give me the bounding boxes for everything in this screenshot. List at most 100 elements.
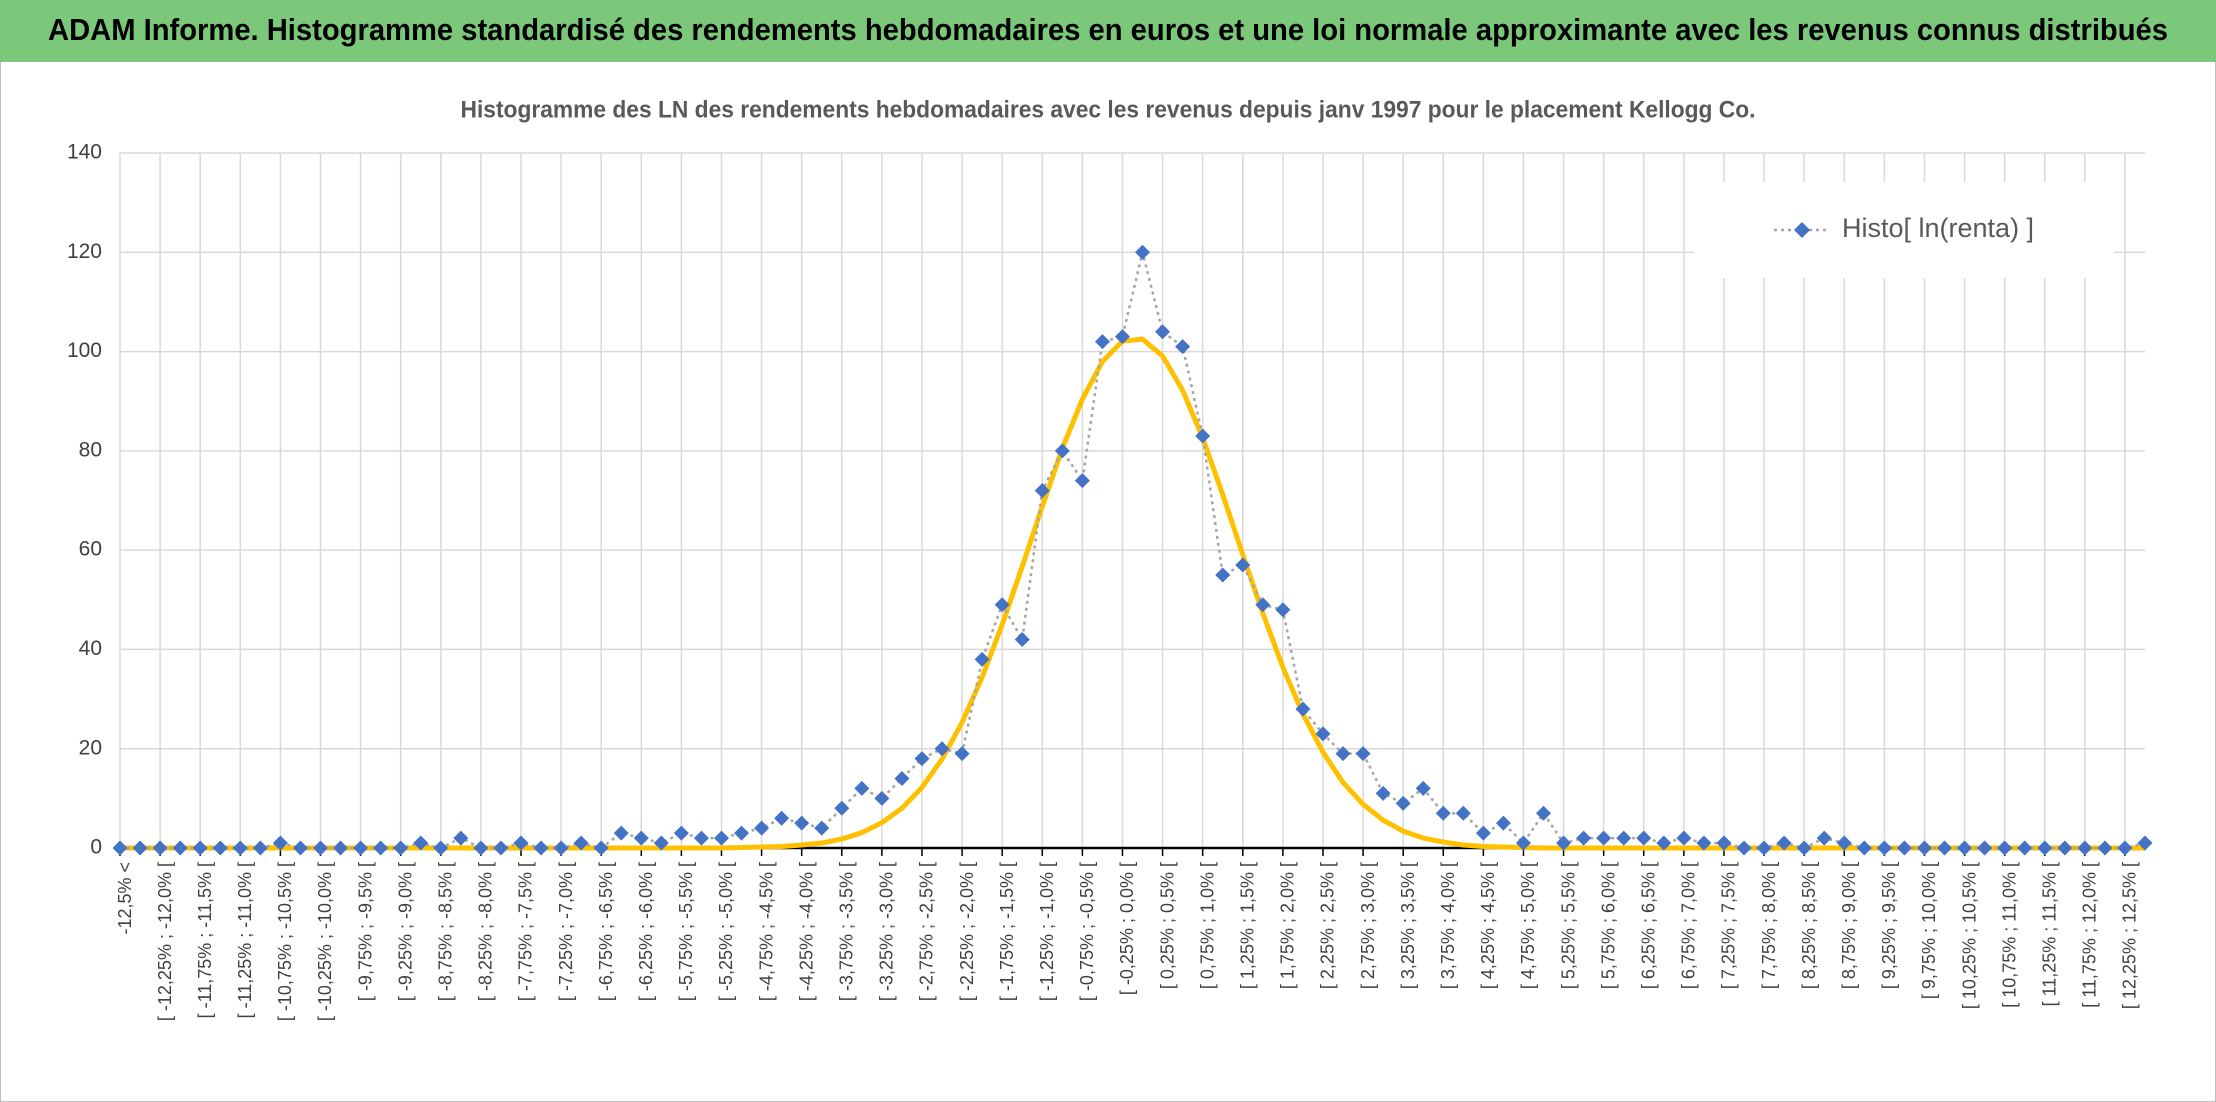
marker xyxy=(633,830,649,846)
x-tick-label: [ 9,75% ; 10,0% [ xyxy=(1919,862,1939,999)
marker xyxy=(874,790,890,806)
marker xyxy=(373,840,389,856)
marker xyxy=(1957,840,1973,856)
marker xyxy=(1255,597,1271,613)
x-tick-label: [ 9,25% ; 9,5% [ xyxy=(1879,862,1899,989)
marker xyxy=(1616,830,1632,846)
marker xyxy=(1094,334,1110,350)
marker xyxy=(994,597,1010,613)
x-tick-label: [ 4,75% ; 5,0% [ xyxy=(1518,862,1538,989)
x-tick-label: [ -3,75% ; -3,5% [ xyxy=(837,862,857,1001)
marker xyxy=(1836,835,1852,851)
x-tick-label: [ 3,25% ; 3,5% [ xyxy=(1398,862,1418,989)
x-tick-label: [ -7,25% ; -7,0% [ xyxy=(556,862,576,1001)
marker xyxy=(1435,805,1451,821)
marker xyxy=(1696,835,1712,851)
marker xyxy=(1034,483,1050,499)
x-tick-label: [ 11,25% ; 11,5% [ xyxy=(2040,862,2060,1006)
marker xyxy=(2077,840,2093,856)
marker xyxy=(473,840,489,856)
x-tick-label: [ 5,75% ; 6,0% [ xyxy=(1598,862,1618,989)
x-tick-label: [ -1,75% ; -1,5% [ xyxy=(997,862,1017,1001)
x-tick-label: [ 1,25% ; 1,5% [ xyxy=(1238,862,1258,989)
marker xyxy=(1656,835,1672,851)
marker xyxy=(2057,840,2073,856)
x-tick-label: [ 6,75% ; 7,0% [ xyxy=(1679,862,1699,989)
marker xyxy=(954,746,970,762)
marker xyxy=(1375,785,1391,801)
marker xyxy=(1556,835,1572,851)
x-tick-label: [ 2,25% ; 2,5% [ xyxy=(1318,862,1338,989)
marker xyxy=(232,840,248,856)
marker xyxy=(453,830,469,846)
marker xyxy=(854,780,870,796)
marker xyxy=(754,820,770,836)
marker xyxy=(1536,805,1552,821)
marker xyxy=(312,840,328,856)
y-tick-label: 100 xyxy=(67,339,102,362)
marker xyxy=(1776,835,1792,851)
marker xyxy=(2017,840,2033,856)
legend-marker xyxy=(1794,222,1810,238)
marker xyxy=(1676,830,1692,846)
marker xyxy=(1395,795,1411,811)
marker xyxy=(353,840,369,856)
x-tick-label: [ 7,75% ; 8,0% [ xyxy=(1759,862,1779,989)
marker xyxy=(1235,557,1251,573)
y-tick-label: 0 xyxy=(90,836,102,859)
y-tick-label: 80 xyxy=(79,438,102,461)
x-tick-label: [ 7,25% ; 7,5% [ xyxy=(1719,862,1739,989)
marker xyxy=(713,830,729,846)
x-tick-label: [ -4,25% ; -4,0% [ xyxy=(796,862,816,1001)
x-tick-label: [ -2,75% ; -2,5% [ xyxy=(917,862,937,1001)
x-tick-label: [ 1,75% ; 2,0% [ xyxy=(1278,862,1298,989)
x-tick-label: [ -1,25% ; -1,0% [ xyxy=(1037,862,1057,1001)
y-tick-label: 40 xyxy=(79,637,102,660)
marker xyxy=(2037,840,2053,856)
marker xyxy=(112,840,128,856)
marker xyxy=(1997,840,2013,856)
legend-label: Histo[ ln(renta) ] xyxy=(1842,213,2034,243)
marker xyxy=(1455,805,1471,821)
marker xyxy=(152,840,168,856)
marker xyxy=(1195,428,1211,444)
marker xyxy=(1135,244,1151,260)
marker xyxy=(1856,840,1872,856)
marker xyxy=(794,815,810,831)
marker xyxy=(1054,443,1070,459)
x-tick-label: [ -0,25% ; 0,0% [ xyxy=(1117,862,1137,995)
x-tick-label: -12,5% < xyxy=(115,862,135,935)
marker xyxy=(1155,324,1171,340)
marker xyxy=(894,771,910,786)
y-tick-label: 140 xyxy=(67,141,102,164)
x-tick-label: [ -5,25% ; -5,0% [ xyxy=(716,862,736,1001)
x-tick-label: [ 3,75% ; 4,0% [ xyxy=(1438,862,1458,989)
x-tick-label: [ 0,25% ; 0,5% [ xyxy=(1157,862,1177,989)
marker xyxy=(172,840,188,856)
marker xyxy=(934,741,950,757)
marker xyxy=(493,840,509,856)
x-tick-label: [ -3,25% ; -3,0% [ xyxy=(877,862,897,1001)
y-tick-label: 60 xyxy=(79,538,102,561)
marker xyxy=(974,651,990,667)
marker xyxy=(252,840,268,856)
x-tick-label: [ -10,75% ; -10,5% [ xyxy=(275,862,295,1021)
marker xyxy=(2097,840,2113,856)
marker xyxy=(513,835,529,851)
x-tick-label: [ -5,75% ; -5,5% [ xyxy=(676,862,696,1001)
marker xyxy=(212,840,228,856)
marker xyxy=(1355,746,1371,762)
marker xyxy=(132,840,148,856)
marker xyxy=(1175,339,1191,355)
x-tick-label: [ 10,25% ; 10,5% [ xyxy=(1959,862,1979,1009)
x-tick-label: [ -0,75% ; -0,5% [ xyxy=(1077,862,1097,1001)
marker xyxy=(413,835,429,851)
marker xyxy=(1937,840,1953,856)
marker xyxy=(1315,726,1331,742)
x-tick-label: [ -12,25% ; -12,0% [ xyxy=(155,862,175,1021)
marker xyxy=(1576,830,1592,846)
marker xyxy=(1475,825,1491,841)
marker xyxy=(1275,602,1291,618)
y-tick-label: 20 xyxy=(79,736,102,759)
marker xyxy=(533,840,549,856)
